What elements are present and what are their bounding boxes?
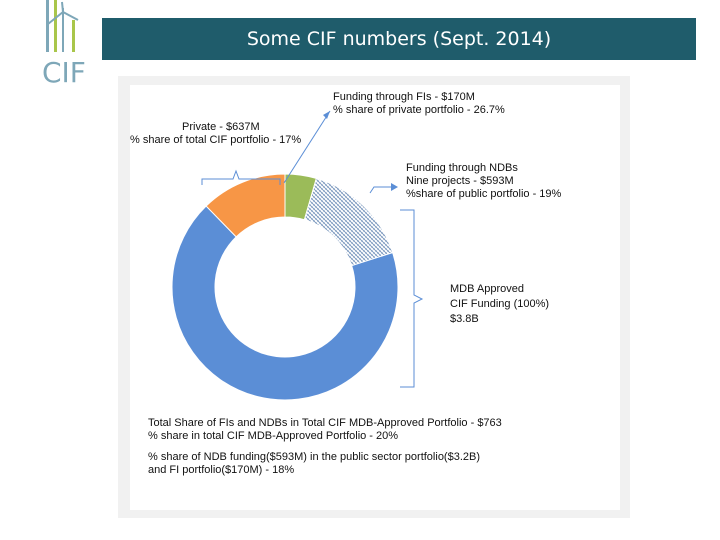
slide-title: Some CIF numbers (Sept. 2014) bbox=[102, 18, 696, 60]
donut-slice-funding-through-ndbs bbox=[303, 177, 394, 267]
private-bracket bbox=[201, 169, 281, 185]
note-line: % share of NDB funding($593M) in the pub… bbox=[148, 451, 481, 463]
ndb-label-line: Nine projects - $593M bbox=[406, 175, 514, 187]
mdb-bracket bbox=[400, 209, 424, 388]
note-line: Total Share of FIs and NDBs in Total CIF… bbox=[148, 417, 502, 429]
private-label: Private - $637M % share of total CIF por… bbox=[130, 121, 322, 147]
mdb-label-line: CIF Funding (100%) bbox=[450, 298, 550, 310]
private-label-line: Private - $637M bbox=[182, 121, 260, 133]
ndb-bracket bbox=[369, 186, 392, 194]
summary-notes: Total Share of FIs and NDBs in Total CIF… bbox=[148, 417, 556, 477]
donut-slice-other-public-mdb bbox=[171, 205, 399, 401]
mdb-label: MDB Approved CIF Funding (100%) $3.8B bbox=[450, 282, 549, 327]
cif-logo: CIF bbox=[42, 0, 86, 88]
private-label-line: % share of total CIF portfolio - 17% bbox=[130, 134, 302, 146]
donut-chart bbox=[171, 110, 424, 401]
ndb-label-line: %share of public portfolio - 19% bbox=[406, 188, 562, 200]
note-line: % share in total CIF MDB-Approved Portfo… bbox=[148, 430, 399, 442]
fi-arrow bbox=[283, 110, 331, 184]
logo-text: CIF bbox=[42, 56, 86, 88]
ndb-label: Funding through NDBs Nine projects - $59… bbox=[406, 162, 581, 201]
fi-label-line: Funding through FIs - $170M bbox=[333, 91, 475, 103]
mdb-label-line: MDB Approved bbox=[450, 283, 524, 295]
fi-label: Funding through FIs - $170M % share of p… bbox=[333, 91, 505, 117]
fi-arrow-head bbox=[323, 111, 330, 119]
note-line: and FI portfolio($170M) - 18% bbox=[148, 464, 295, 476]
ndb-label-line: Funding through NDBs bbox=[406, 162, 518, 174]
donut-slice-private-other bbox=[205, 173, 286, 238]
fi-label-line: % share of private portfolio - 26.7% bbox=[333, 104, 505, 116]
mdb-total-value: $3.8B bbox=[450, 313, 479, 325]
ndb-bracket-head bbox=[391, 183, 398, 191]
